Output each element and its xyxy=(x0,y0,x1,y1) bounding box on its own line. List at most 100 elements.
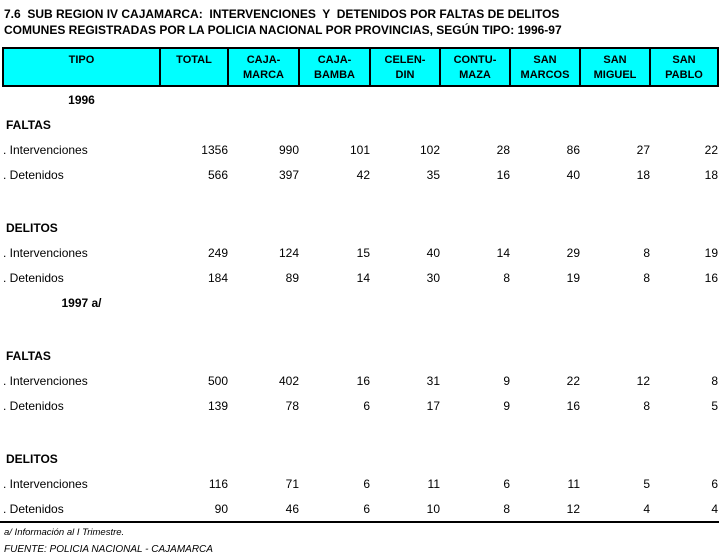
table-row-intervenciones: . Intervenciones 116 71 6 11 6 11 5 6 xyxy=(3,471,718,496)
cell-value xyxy=(440,86,510,112)
table-row-1997-a: 1997 a/ xyxy=(3,290,718,315)
cell-value xyxy=(650,86,718,112)
cell-value: 4 xyxy=(711,501,718,516)
cell-value: 90 xyxy=(214,501,228,516)
cell-value: 102 xyxy=(419,142,440,157)
cell-value xyxy=(580,418,650,446)
spacer-row xyxy=(3,315,718,343)
cell-value: 86 xyxy=(566,142,580,157)
cell-value: 42 xyxy=(356,167,370,182)
row-label xyxy=(3,418,160,446)
cell-value xyxy=(440,215,510,240)
cell-value: 16 xyxy=(496,167,510,182)
cell-value xyxy=(510,290,580,315)
column-header-tipo: TIPO xyxy=(2,47,161,87)
cell-value xyxy=(440,112,510,137)
cell-value: 15 xyxy=(356,245,370,260)
cell-value: 116 xyxy=(208,476,228,491)
cell-value: 4 xyxy=(643,501,650,516)
cell-value xyxy=(160,446,228,471)
cell-value xyxy=(370,86,440,112)
row-label: 1997 a/ xyxy=(61,295,102,310)
row-label: . Intervenciones xyxy=(3,476,88,491)
cell-value xyxy=(580,187,650,215)
table-row-intervenciones: . Intervenciones 1356 990 101 102 28 86 27 22 xyxy=(3,137,718,162)
row-label: . Detenidos xyxy=(3,398,64,413)
table-row-intervenciones: . Intervenciones 249 124 15 40 14 29 8 19 xyxy=(3,240,718,265)
cell-value xyxy=(370,418,440,446)
cell-value: 40 xyxy=(566,167,580,182)
title-line-2: COMUNES REGISTRADAS POR LA POLICIA NACIO… xyxy=(4,23,562,37)
cell-value xyxy=(299,86,370,112)
cell-value xyxy=(160,290,228,315)
cell-value: 1356 xyxy=(201,142,228,157)
cell-value xyxy=(370,446,440,471)
spacer-row xyxy=(3,187,718,215)
table-row-detenidos: . Detenidos 90 46 6 10 8 12 4 4 xyxy=(3,496,718,521)
cell-value: 8 xyxy=(643,398,650,413)
cell-value xyxy=(370,112,440,137)
cell-value: 10 xyxy=(426,501,440,516)
cell-value: 8 xyxy=(643,270,650,285)
cell-value: 8 xyxy=(643,245,650,260)
page-title: 7.6 SUB REGION IV CAJAMARCA: INTERVENCIO… xyxy=(4,6,719,38)
cell-value: 8 xyxy=(503,270,510,285)
cell-value xyxy=(370,215,440,240)
cell-value xyxy=(440,446,510,471)
cell-value xyxy=(160,112,228,137)
column-header-contu-maza: CONTU- MAZA xyxy=(439,47,511,87)
cell-value: 6 xyxy=(503,476,510,491)
cell-value: 9 xyxy=(503,398,510,413)
cell-value xyxy=(510,446,580,471)
cell-value xyxy=(370,290,440,315)
cell-value: 11 xyxy=(427,476,440,491)
cell-value: 139 xyxy=(207,398,228,413)
column-header-san-marcos: SAN MARCOS xyxy=(509,47,581,87)
footnote: a/ Información al I Trimestre. xyxy=(4,527,125,538)
cell-value xyxy=(160,315,228,343)
table-row-1996: 1996 xyxy=(3,86,718,112)
cell-value xyxy=(299,343,370,368)
cell-value xyxy=(650,418,718,446)
cell-value: 46 xyxy=(285,501,299,516)
cell-value xyxy=(580,343,650,368)
table-row-faltas: FALTAS xyxy=(3,343,718,368)
cell-value: 19 xyxy=(704,245,718,260)
cell-value xyxy=(580,112,650,137)
column-header-san-miguel: SAN MIGUEL xyxy=(579,47,651,87)
title-line-1: 7.6 SUB REGION IV CAJAMARCA: INTERVENCIO… xyxy=(4,7,560,21)
cell-value: 12 xyxy=(566,501,580,516)
cell-value: 500 xyxy=(207,373,228,388)
cell-value xyxy=(299,418,370,446)
column-header-celen-din: CELEN- DIN xyxy=(369,47,441,87)
cell-value xyxy=(440,187,510,215)
cell-value xyxy=(228,112,299,137)
table-row-faltas: FALTAS xyxy=(3,112,718,137)
cell-value xyxy=(228,315,299,343)
cell-value: 11 xyxy=(567,476,580,491)
cell-value xyxy=(650,215,718,240)
cell-value xyxy=(650,343,718,368)
cell-value: 31 xyxy=(426,373,440,388)
cell-value: 78 xyxy=(285,398,299,413)
cell-value xyxy=(650,187,718,215)
cell-value: 18 xyxy=(704,167,718,182)
row-label: DELITOS xyxy=(6,451,58,466)
table-body: 1996 FALTAS. Intervenciones 1356 990 101 102 2… xyxy=(3,86,718,521)
row-label xyxy=(3,187,160,215)
cell-value xyxy=(650,112,718,137)
cell-value xyxy=(160,86,228,112)
cell-value xyxy=(440,315,510,343)
cell-value xyxy=(160,215,228,240)
cell-value: 40 xyxy=(426,245,440,260)
row-label: DELITOS xyxy=(6,220,58,235)
statistics-table: TIPO TOTAL CAJA- MARCA CAJA- BAMBA CELEN- DI… xyxy=(2,47,719,521)
row-label: FALTAS xyxy=(6,348,51,363)
column-header-san-pablo: SAN PABLO xyxy=(649,47,719,87)
statistical-table-page: 7.6 SUB REGION IV CAJAMARCA: INTERVENCIO… xyxy=(0,6,719,554)
table-row-delitos: DELITOS xyxy=(3,215,718,240)
cell-value: 101 xyxy=(349,142,370,157)
cell-value: 6 xyxy=(363,476,370,491)
cell-value: 8 xyxy=(711,373,718,388)
cell-value: 16 xyxy=(566,398,580,413)
